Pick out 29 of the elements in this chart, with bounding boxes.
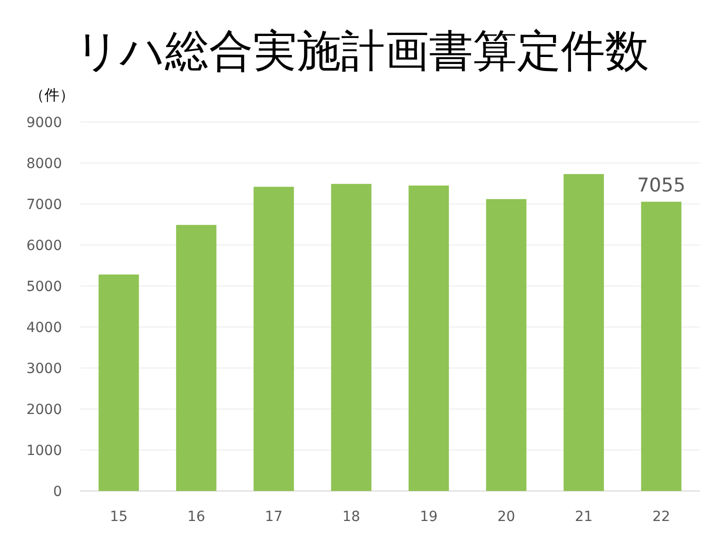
y-tick-label: 5000 — [26, 278, 62, 295]
chart-title: リハ総合実施計画書算定件数 — [75, 26, 649, 77]
x-tick-label: 21 — [574, 509, 593, 525]
y-axis-title: （件） — [30, 86, 74, 104]
y-tick-label: 4000 — [26, 320, 62, 336]
bar — [254, 186, 294, 491]
x-tick-label: 16 — [187, 509, 206, 525]
x-tick-label: 15 — [110, 509, 128, 525]
y-tick-label: 2000 — [26, 402, 62, 418]
y-tick-label: 7000 — [26, 196, 62, 213]
data-label: 7055 — [637, 174, 686, 197]
bar — [564, 174, 604, 491]
bar — [641, 202, 682, 491]
bar — [98, 274, 139, 491]
x-tick-label: 18 — [342, 509, 360, 525]
bar — [331, 184, 372, 491]
bar — [408, 186, 449, 491]
x-tick-label: 22 — [652, 509, 670, 525]
x-tick-label: 20 — [497, 509, 516, 525]
bar — [176, 224, 216, 491]
y-tick-label: 1000 — [26, 442, 62, 459]
x-tick-label: 17 — [264, 509, 283, 525]
y-tick-label: 3000 — [26, 360, 62, 377]
y-tick-label: 6000 — [26, 238, 62, 254]
y-tick-label: 8000 — [26, 156, 62, 172]
y-tick-label: 9000 — [26, 114, 62, 131]
y-tick-label: 0 — [53, 484, 62, 500]
bar — [486, 199, 526, 491]
x-tick-label: 19 — [420, 509, 438, 525]
